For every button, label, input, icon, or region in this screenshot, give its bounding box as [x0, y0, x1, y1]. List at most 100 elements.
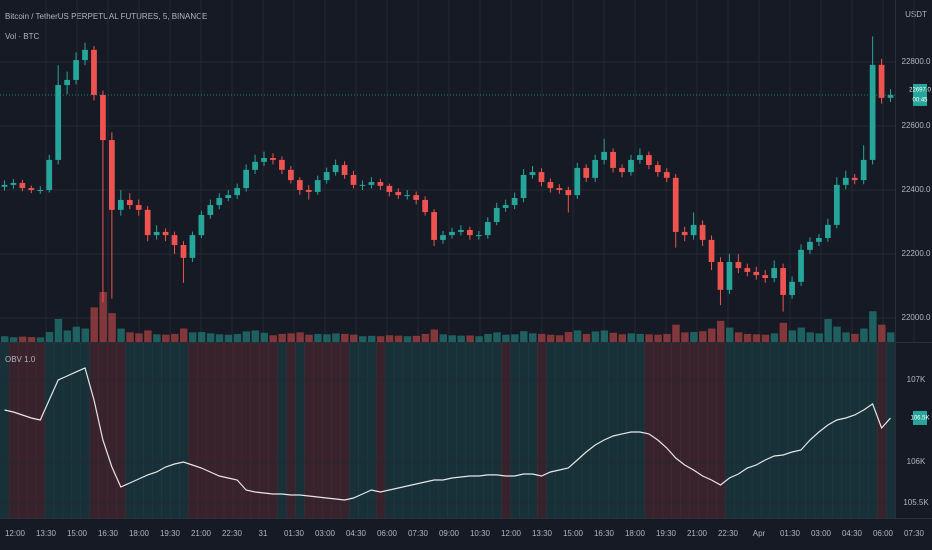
candle-body: [744, 268, 751, 272]
volume-bar: [126, 332, 134, 342]
candle-body: [126, 199, 133, 206]
candle-body: [10, 182, 17, 185]
volume-bar: [206, 333, 215, 342]
obv-stripe: [143, 343, 153, 518]
obv-stripe: [877, 343, 887, 518]
x-tick-label: 22:30: [718, 529, 739, 538]
x-tick-label: 15:00: [67, 529, 88, 538]
obv-box: [913, 410, 927, 425]
obv-box-label: 106.5K: [910, 416, 929, 422]
candle-body: [82, 49, 88, 61]
obv-stripe: [116, 343, 126, 518]
volume-bar: [421, 333, 430, 342]
candle-body: [91, 49, 97, 95]
obv-stripe: [769, 343, 780, 518]
obv-stripe: [375, 343, 386, 518]
candle-body: [37, 190, 44, 191]
obv-stripe: [716, 343, 726, 518]
x-tick-label: 01:30: [780, 529, 801, 538]
candle-body: [610, 151, 616, 168]
candle-body: [502, 205, 509, 208]
volume-bar: [546, 334, 555, 342]
volume-bar: [743, 333, 752, 342]
x-tick-label: 18:00: [129, 529, 150, 538]
x-tick-label: 01:30: [284, 529, 305, 538]
volume-bar: [869, 311, 877, 342]
candle-body: [323, 172, 330, 181]
volume-bar: [63, 330, 72, 342]
obv-stripe: [653, 343, 663, 518]
obv-stripe: [241, 343, 252, 518]
volume-layer: [1, 292, 895, 342]
candle-body: [717, 262, 724, 290]
volume-bar: [45, 332, 54, 342]
obv-stripe: [841, 343, 851, 518]
x-tick-label: 15:00: [563, 529, 584, 538]
volume-bar: [412, 335, 421, 342]
candle-body: [314, 180, 321, 192]
obv-stripe: [340, 343, 350, 518]
candle-body: [431, 212, 437, 240]
volume-bar: [296, 332, 304, 342]
x-tick-label: Apr: [753, 529, 766, 538]
obv-stripe: [62, 343, 73, 518]
volume-bar: [457, 335, 465, 342]
candle-body: [422, 199, 428, 213]
volume-bar: [887, 332, 895, 342]
candle-body: [28, 188, 35, 190]
volume-bar: [824, 318, 832, 342]
volume-bar: [108, 313, 116, 342]
obv-stripe: [170, 343, 180, 518]
volume-bar: [54, 318, 63, 342]
candle-body: [592, 159, 599, 178]
x-tick-label: 06:00: [873, 529, 894, 538]
candle-body: [529, 172, 536, 175]
candle-body: [583, 167, 590, 178]
candle-body: [135, 205, 142, 210]
candle-body: [484, 222, 491, 236]
candle-body: [771, 268, 778, 278]
x-tick-label: 09:00: [439, 529, 460, 538]
candle-body: [699, 224, 706, 240]
volume-bar: [224, 334, 233, 342]
obv-stripe: [787, 343, 798, 518]
obv-stripe: [617, 343, 627, 518]
volume-bar: [197, 332, 206, 342]
obv-stripe: [554, 343, 565, 518]
volume-bar: [135, 333, 143, 342]
obv-stripe: [295, 343, 305, 518]
volume-bar: [851, 333, 859, 342]
volume-bar: [672, 324, 680, 342]
volume-bar: [797, 327, 805, 342]
candle-body: [216, 198, 223, 206]
candle-body: [538, 172, 545, 182]
volume-bar: [609, 332, 618, 342]
candle-body: [467, 230, 473, 236]
volume-bar: [699, 331, 707, 342]
obv-stripe: [411, 343, 422, 518]
obv-stripe: [814, 343, 824, 518]
volume-bar: [430, 329, 439, 342]
x-tick-label: 07:30: [408, 529, 429, 538]
obv-stripe: [671, 343, 681, 518]
axis-separator: [895, 0, 896, 518]
obv-stripe: [268, 343, 278, 518]
candle-body: [359, 184, 366, 186]
candle-body: [637, 155, 643, 160]
price-box: [913, 83, 927, 106]
candle-body: [753, 271, 760, 276]
x-tick-label: 21:00: [191, 529, 212, 538]
obv-stripe: [196, 343, 207, 518]
volume-bar: [117, 328, 125, 342]
volume-bar: [555, 335, 564, 342]
obv-stripe: [107, 343, 117, 518]
candle-body: [449, 231, 455, 236]
obv-stripe: [510, 343, 520, 518]
candle-body: [663, 172, 670, 178]
candle-body: [511, 198, 518, 206]
candle-body: [252, 161, 258, 170]
volume-bar: [153, 334, 161, 342]
candle-body: [368, 182, 375, 185]
volume-bar: [448, 335, 456, 342]
